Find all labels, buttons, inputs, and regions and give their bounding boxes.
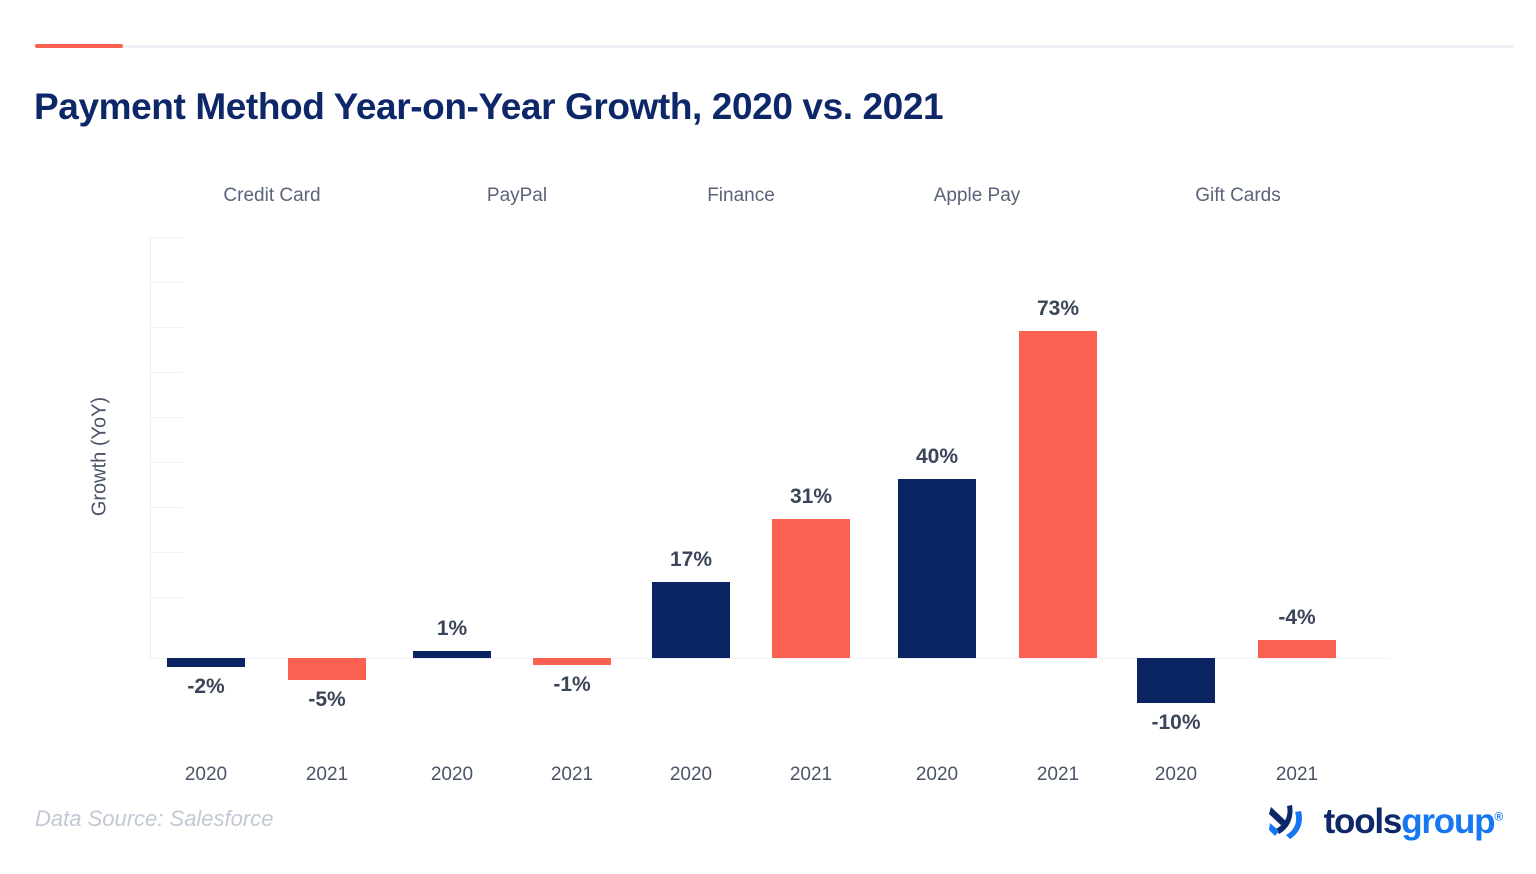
x-axis-label-apple-pay-2021: 2021 [1036, 764, 1080, 785]
logo-group-text: group [1401, 801, 1495, 841]
group-label-credit-card: Credit Card [223, 185, 321, 206]
y-axis-tick [150, 372, 183, 373]
zero-baseline [150, 658, 1390, 659]
y-axis-tick [150, 552, 183, 553]
bar-credit-card-2021[interactable] [288, 658, 366, 681]
group-label-apple-pay: Apple Pay [933, 185, 1021, 206]
bar-paypal-2020[interactable] [413, 651, 491, 658]
bar-apple-pay-2021[interactable] [1019, 330, 1097, 658]
bar-gift-cards-2021[interactable] [1258, 640, 1336, 658]
bar-finance-2020[interactable] [652, 581, 730, 658]
bar-credit-card-2020[interactable] [167, 658, 245, 667]
group-label-row: Credit Card PayPal Finance Apple Pay Gift Ca… [0, 175, 1536, 215]
bar-paypal-2021[interactable] [533, 658, 611, 665]
y-axis-tick [150, 597, 183, 598]
x-axis-label-credit-card-2020: 2020 [184, 764, 228, 785]
bar-value-label: 31% [789, 485, 833, 509]
y-axis-tick [150, 507, 183, 508]
header-accent-bar [35, 44, 123, 48]
y-axis-tick [150, 417, 183, 418]
header-rule [35, 45, 1514, 48]
toolsgroup-mark-icon [1268, 805, 1302, 839]
x-axis-label-gift-cards-2020: 2020 [1154, 764, 1198, 785]
bar-value-label: 40% [915, 444, 959, 468]
x-axis-label-paypal-2021: 2021 [550, 764, 594, 785]
group-label-gift-cards: Gift Cards [1195, 185, 1281, 206]
bar-value-label: -2% [187, 674, 225, 698]
y-axis-tick [150, 237, 183, 238]
x-axis-label-credit-card-2021: 2021 [305, 764, 349, 785]
logo-wordmark: toolsgroup® [1323, 801, 1504, 841]
x-axis-label-finance-2021: 2021 [789, 764, 833, 785]
bar-finance-2021[interactable] [772, 519, 850, 658]
logo-registered-mark: ® [1494, 808, 1503, 823]
bar-apple-pay-2020[interactable] [898, 478, 976, 658]
x-axis-label-apple-pay-2020: 2020 [915, 764, 959, 785]
plot-area: -2% 2020 -5% 2021 1% 2020 -1% 2021 17% 2020 31% 202… [150, 237, 1390, 785]
bar-value-label: -1% [553, 673, 591, 696]
y-axis-title: Growth (YoY) [88, 396, 111, 517]
y-axis-tick [150, 462, 183, 463]
bar-gift-cards-2020[interactable] [1137, 658, 1215, 703]
group-label-finance: Finance [707, 185, 775, 206]
y-axis-line [150, 237, 151, 658]
bar-value-label: -4% [1278, 606, 1316, 630]
bar-value-label: -5% [308, 688, 346, 712]
toolsgroup-logo: toolsgroup® [1268, 798, 1504, 844]
y-axis-tick [150, 327, 183, 328]
x-axis-label-paypal-2020: 2020 [430, 764, 474, 785]
bar-value-label: 1% [436, 617, 468, 640]
x-axis-label-gift-cards-2021: 2021 [1275, 764, 1319, 785]
bar-value-label: 73% [1036, 296, 1080, 320]
bar-value-label: 17% [669, 547, 713, 571]
y-axis-tick [150, 282, 183, 283]
bar-chart: Credit Card PayPal Finance Apple Pay Gift Ca… [0, 175, 1536, 785]
group-label-paypal: PayPal [486, 185, 548, 206]
page-title: Payment Method Year-on-Year Growth, 2020… [34, 86, 944, 127]
x-axis-label-finance-2020: 2020 [669, 764, 713, 785]
logo-tools-text: tools [1323, 801, 1403, 841]
data-source-note: Data Source: Salesforce [35, 806, 274, 831]
bar-value-label: -10% [1151, 710, 1201, 734]
